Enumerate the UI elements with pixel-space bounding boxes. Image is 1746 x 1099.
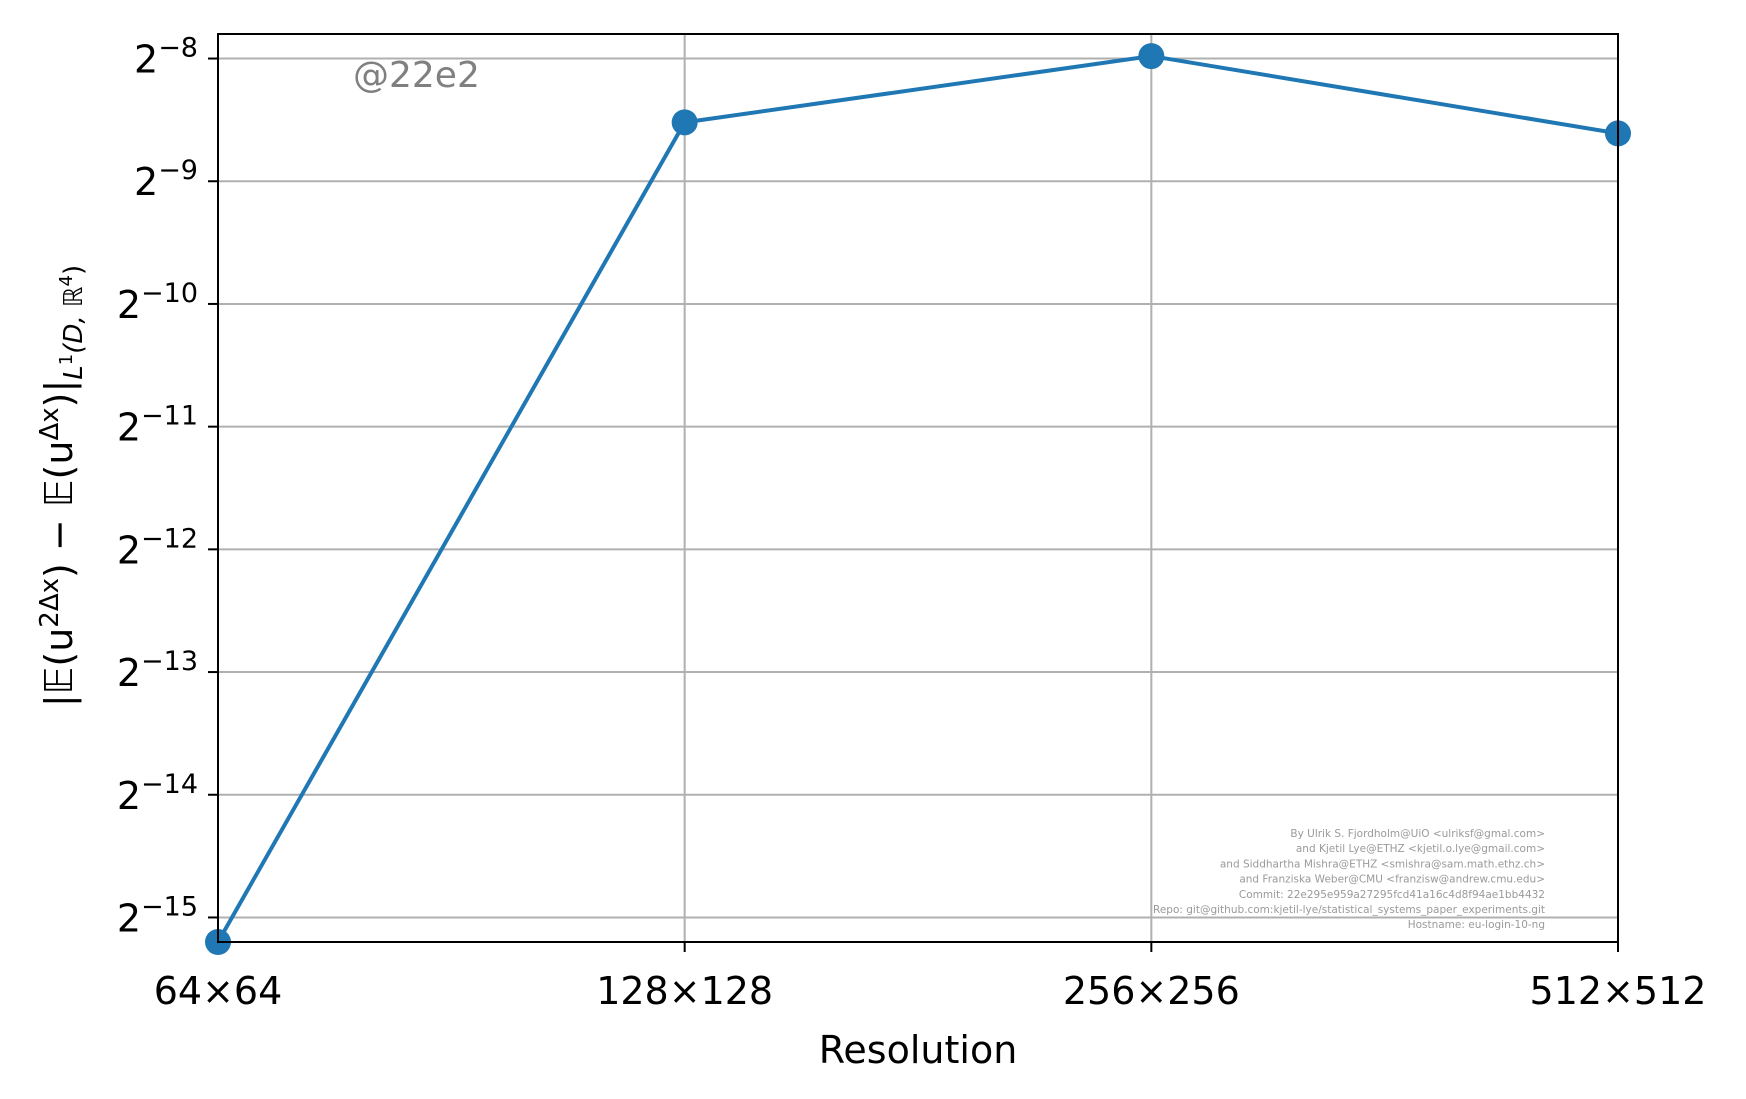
- y-tick-base: 2: [117, 651, 141, 695]
- y-label-close: )|: [37, 380, 82, 408]
- y-label-sub-c: ): [59, 265, 89, 275]
- y-tick-base: 2: [117, 528, 141, 572]
- credit-line: Repo: git@github.com:kjetil-lye/statisti…: [1153, 904, 1545, 916]
- data-point: [671, 109, 698, 136]
- axis-ticks: [208, 57, 1619, 952]
- x-tick-label: 128×128: [596, 969, 773, 1013]
- y-tick-base: 2: [117, 406, 141, 450]
- chart-tag: @22e2: [353, 55, 480, 96]
- credits-block: By Ulrik S. Fjordholm@UiO <ulriksf@gmal.…: [1153, 828, 1545, 931]
- y-tick-base: 2: [134, 38, 158, 82]
- y-tick-exponent: −15: [141, 891, 198, 922]
- y-tick-exponent: −14: [141, 769, 198, 800]
- y-tick-exponent: −10: [141, 278, 198, 309]
- grid: [217, 34, 1619, 942]
- y-tick-label: 2−9: [134, 155, 198, 204]
- x-tick-label: 256×256: [1063, 969, 1240, 1013]
- series-group: [205, 43, 1631, 955]
- y-tick-labels: 2−82−92−102−112−122−132−142−15: [117, 33, 198, 941]
- y-tick-label: 2−12: [117, 523, 198, 572]
- y-tick-base: 2: [117, 283, 141, 327]
- y-label-open: |𝔼(u: [37, 628, 82, 707]
- credit-line: Commit: 22e295e959a27295fcd41a16c4d8f94a…: [1239, 889, 1545, 901]
- y-tick-label: 2−13: [117, 646, 198, 695]
- y-tick-base: 2: [134, 160, 158, 204]
- y-tick-exponent: −8: [158, 33, 198, 64]
- credit-line: and Siddhartha Mishra@ETHZ <smishra@sam.…: [1220, 858, 1545, 870]
- y-tick-base: 2: [117, 774, 141, 818]
- y-label-sub-a: L: [59, 365, 89, 380]
- credit-line: Hostname: eu-login-10-ng: [1408, 919, 1545, 931]
- y-label-sub-b: (D, ℝ: [59, 286, 89, 354]
- y-tick-label: 2−14: [117, 769, 198, 818]
- y-label-sup2: Δx: [35, 407, 65, 440]
- x-tick-label: 64×64: [154, 969, 283, 1013]
- series-line: [216, 54, 1619, 943]
- y-tick-label: 2−10: [117, 278, 198, 327]
- y-tick-exponent: −11: [141, 401, 198, 432]
- credit-line: and Franziska Weber@CMU <franzisw@andrew…: [1239, 874, 1545, 886]
- plot-frame: [217, 33, 1619, 943]
- x-tick-label: 512×512: [1530, 969, 1707, 1013]
- credit-line: and Kjetil Lye@ETHZ <kjetil.o.lye@gmail.…: [1296, 843, 1545, 855]
- y-label-sub-sup: 1: [56, 354, 77, 365]
- y-label-mid: ) − 𝔼(u: [37, 441, 81, 578]
- y-axis-label: |𝔼(u2Δx) − 𝔼(uΔx)|L1(D, ℝ4): [35, 265, 89, 707]
- y-tick-base: 2: [117, 896, 141, 940]
- data-point: [1138, 43, 1165, 70]
- y-tick-exponent: −13: [141, 646, 198, 677]
- x-axis-label: Resolution: [819, 1028, 1018, 1072]
- y-tick-exponent: −9: [158, 155, 198, 186]
- y-tick-label: 2−8: [134, 33, 198, 82]
- x-tick-labels: 64×64 128×128 256×256 512×512: [154, 969, 1707, 1013]
- credit-line: By Ulrik S. Fjordholm@UiO <ulriksf@gmal.…: [1290, 828, 1545, 840]
- y-label-sub-sup2: 4: [56, 275, 77, 286]
- y-tick-label: 2−11: [117, 401, 198, 450]
- y-label-sup1: 2Δx: [35, 578, 65, 628]
- y-tick-label: 2−15: [117, 891, 198, 940]
- y-tick-exponent: −12: [141, 523, 198, 554]
